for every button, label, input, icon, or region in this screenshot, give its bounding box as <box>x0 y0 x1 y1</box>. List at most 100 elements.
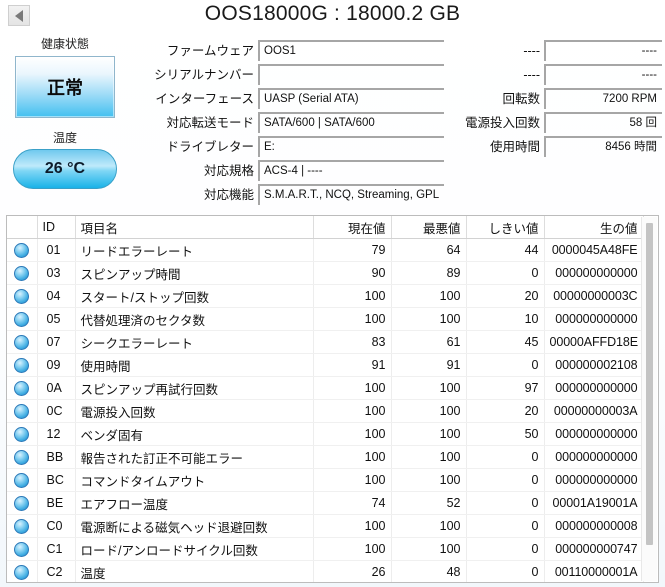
drive-info-field-row: 対応機能 S.M.A.R.T., NCQ, Streaming, GPL <box>132 182 444 205</box>
drive-info-field-value[interactable]: 8456 時間 <box>544 136 662 157</box>
health-status-button[interactable]: 正常 <box>15 56 115 118</box>
table-row[interactable]: 05 代替処理済のセクタ数 100 100 10 000000000000 <box>7 307 644 331</box>
table-header-row: ID 項目名 現在値 最悪値 しきい値 生の値 <box>7 216 644 239</box>
status-circle-icon <box>14 426 30 442</box>
table-row[interactable]: BC コマンドタイムアウト 100 100 0 000000000000 <box>7 468 644 492</box>
cell-id: C0 <box>37 514 76 538</box>
temperature-button[interactable]: 26 °C <box>13 149 117 189</box>
cell-id: C1 <box>37 537 76 561</box>
drive-info-field-value[interactable] <box>258 64 444 85</box>
table-scrollbar-thumb[interactable] <box>646 223 653 545</box>
drive-info-field-value[interactable]: S.M.A.R.T., NCQ, Streaming, GPL <box>258 184 444 205</box>
table-row[interactable]: C2 温度 26 48 0 00110000001A <box>7 560 644 582</box>
table-row[interactable]: 07 シークエラーレート 83 61 45 00000AFFD18E <box>7 330 644 354</box>
drive-info-field-row: 使用時間 8456 時間 <box>450 134 662 157</box>
table-row[interactable]: 09 使用時間 91 91 0 000000002108 <box>7 353 644 377</box>
table-row[interactable]: C0 電源断による磁気ヘッド退避回数 100 100 0 000000000008 <box>7 514 644 538</box>
cell-threshold: 0 <box>466 537 545 561</box>
health-status-label: 正常 <box>47 78 83 98</box>
drive-info-field-label: 対応転送モード <box>166 116 254 130</box>
cell-raw: 000000002108 <box>544 353 644 377</box>
cell-worst: 100 <box>391 514 467 538</box>
cell-name: コマンドタイムアウト <box>75 468 314 492</box>
column-header-name[interactable]: 項目名 <box>75 216 314 239</box>
status-circle-icon <box>14 265 30 281</box>
cell-id: 03 <box>37 261 76 285</box>
drive-info-field-label: インターフェース <box>155 92 254 106</box>
cell-threshold: 10 <box>466 307 545 331</box>
table-row[interactable]: 04 スタート/ストップ回数 100 100 20 00000000003C <box>7 284 644 308</box>
cell-threshold: 97 <box>466 376 545 400</box>
drive-info-field-value[interactable]: ACS-4 | ---- <box>258 160 444 181</box>
table-row[interactable]: BE エアフロー温度 74 52 0 00001A19001A <box>7 491 644 515</box>
table-scrollbar[interactable] <box>641 217 657 581</box>
cell-threshold: 44 <box>466 238 545 262</box>
column-header-worst[interactable]: 最悪値 <box>391 216 467 239</box>
cell-current: 79 <box>313 238 392 262</box>
drive-info-field-row: 対応規格 ACS-4 | ---- <box>132 158 444 181</box>
cell-id: 05 <box>37 307 76 331</box>
table-row[interactable]: C1 ロード/アンロードサイクル回数 100 100 0 000000000747 <box>7 537 644 561</box>
cell-name: 電源断による磁気ヘッド退避回数 <box>75 514 314 538</box>
drive-info-field-label: 電源投入回数 <box>464 116 540 130</box>
cell-threshold: 20 <box>466 284 545 308</box>
cell-raw: 000000000000 <box>544 376 644 400</box>
drive-info-field-value[interactable]: 7200 RPM <box>544 88 662 109</box>
cell-id: BE <box>37 491 76 515</box>
drive-info-field-label: シリアルナンバー <box>154 68 254 82</box>
health-caption: 健康状態 <box>40 37 89 51</box>
column-header-raw[interactable]: 生の値 <box>544 216 644 239</box>
drive-info-field-value[interactable]: ---- <box>544 40 662 61</box>
status-indicator-cell <box>7 284 38 308</box>
cell-worst: 100 <box>391 307 467 331</box>
status-circle-icon <box>14 541 30 557</box>
cell-worst: 61 <box>391 330 467 354</box>
column-header-current[interactable]: 現在値 <box>313 216 392 239</box>
cell-id: 09 <box>37 353 76 377</box>
table-row[interactable]: 0A スピンアップ再試行回数 100 100 97 000000000000 <box>7 376 644 400</box>
drive-info-field-value[interactable]: OOS1 <box>258 40 444 61</box>
drive-info-field-row: 電源投入回数 58 回 <box>450 110 662 133</box>
table-row[interactable]: 01 リードエラーレート 79 64 44 0000045A48FE <box>7 238 644 262</box>
table-row[interactable]: BB 報告された訂正不可能エラー 100 100 0 000000000000 <box>7 445 644 469</box>
cell-threshold: 0 <box>466 560 545 582</box>
cell-threshold: 0 <box>466 491 545 515</box>
table-row[interactable]: 0C 電源投入回数 100 100 20 00000000003A <box>7 399 644 423</box>
drive-info-field-label: 使用時間 <box>489 140 540 154</box>
drive-info-field-value[interactable]: SATA/600 | SATA/600 <box>258 112 444 133</box>
cell-name: スピンアップ時間 <box>75 261 314 285</box>
cell-name: 報告された訂正不可能エラー <box>75 445 314 469</box>
drive-info-field-value[interactable]: UASP (Serial ATA) <box>258 88 444 109</box>
status-circle-icon <box>14 311 30 327</box>
cell-threshold: 50 <box>466 422 545 446</box>
table-row[interactable]: 03 スピンアップ時間 90 89 0 000000000000 <box>7 261 644 285</box>
drive-info-field-label: 対応機能 <box>203 188 254 202</box>
cell-raw: 000000000000 <box>544 468 644 492</box>
status-indicator-cell <box>7 399 38 423</box>
column-header-indicator[interactable] <box>7 216 38 239</box>
status-indicator-cell <box>7 376 38 400</box>
cell-name: 温度 <box>75 560 314 582</box>
cell-current: 83 <box>313 330 392 354</box>
column-header-id[interactable]: ID <box>37 216 76 239</box>
status-circle-icon <box>14 564 30 580</box>
status-circle-icon <box>14 357 30 373</box>
status-indicator-cell <box>7 560 38 582</box>
status-indicator-cell <box>7 238 38 262</box>
status-indicator-cell <box>7 422 38 446</box>
cell-name: スタート/ストップ回数 <box>75 284 314 308</box>
drive-info-field-value[interactable]: 58 回 <box>544 112 662 133</box>
drive-info-field-value[interactable]: ---- <box>544 64 662 85</box>
status-circle-icon <box>14 288 30 304</box>
status-indicator-cell <box>7 261 38 285</box>
cell-id: C2 <box>37 560 76 582</box>
table-row[interactable]: 12 ベンダ固有 100 100 50 000000000000 <box>7 422 644 446</box>
cell-worst: 100 <box>391 399 467 423</box>
status-indicator-cell <box>7 353 38 377</box>
cell-raw: 000000000000 <box>544 445 644 469</box>
cell-id: 07 <box>37 330 76 354</box>
back-button[interactable] <box>8 5 30 26</box>
drive-info-field-value[interactable]: E: <box>258 136 444 157</box>
cell-threshold: 0 <box>466 353 545 377</box>
column-header-threshold[interactable]: しきい値 <box>466 216 545 239</box>
